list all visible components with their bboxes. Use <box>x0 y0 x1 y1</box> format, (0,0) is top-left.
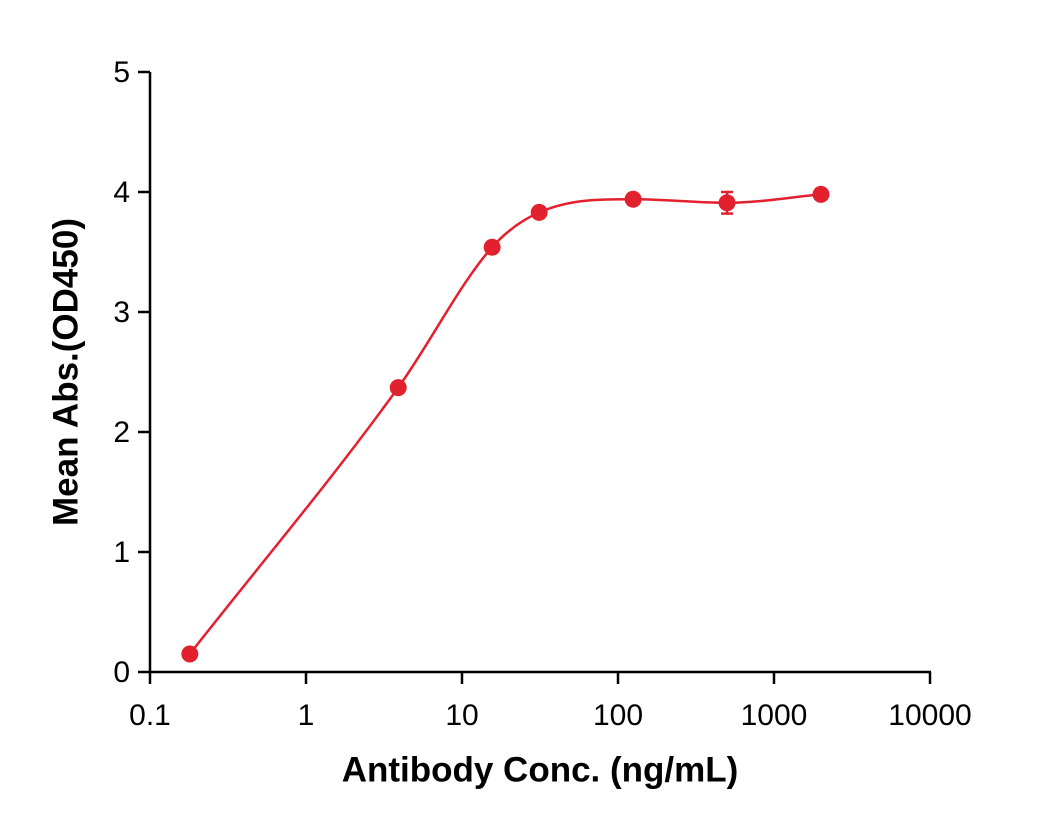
y-tick-label: 5 <box>113 56 130 89</box>
point <box>389 379 407 397</box>
y-axis-title: Mean Abs.(OD450) <box>46 218 85 526</box>
x-tick-label: 1 <box>298 699 315 732</box>
x-tick-label: 10 <box>445 699 478 732</box>
point <box>624 190 642 208</box>
x-axis-title: Antibody Conc. (ng/mL) <box>342 750 739 789</box>
fit-curve <box>188 193 822 655</box>
y-tick-label: 4 <box>113 176 130 209</box>
y-tick-label: 0 <box>113 656 130 689</box>
point <box>483 238 501 256</box>
x-tick-label: 100 <box>593 699 643 732</box>
x-tick-label: 0.1 <box>129 699 171 732</box>
x-tick-label: 1000 <box>741 699 808 732</box>
point <box>718 194 736 212</box>
y-tick-label: 1 <box>113 536 130 569</box>
point <box>530 203 548 221</box>
point <box>812 185 830 203</box>
y-tick-label: 3 <box>113 296 130 329</box>
x-tick-label: 10000 <box>888 699 971 732</box>
y-tick-label: 2 <box>113 416 130 449</box>
point <box>181 645 199 663</box>
